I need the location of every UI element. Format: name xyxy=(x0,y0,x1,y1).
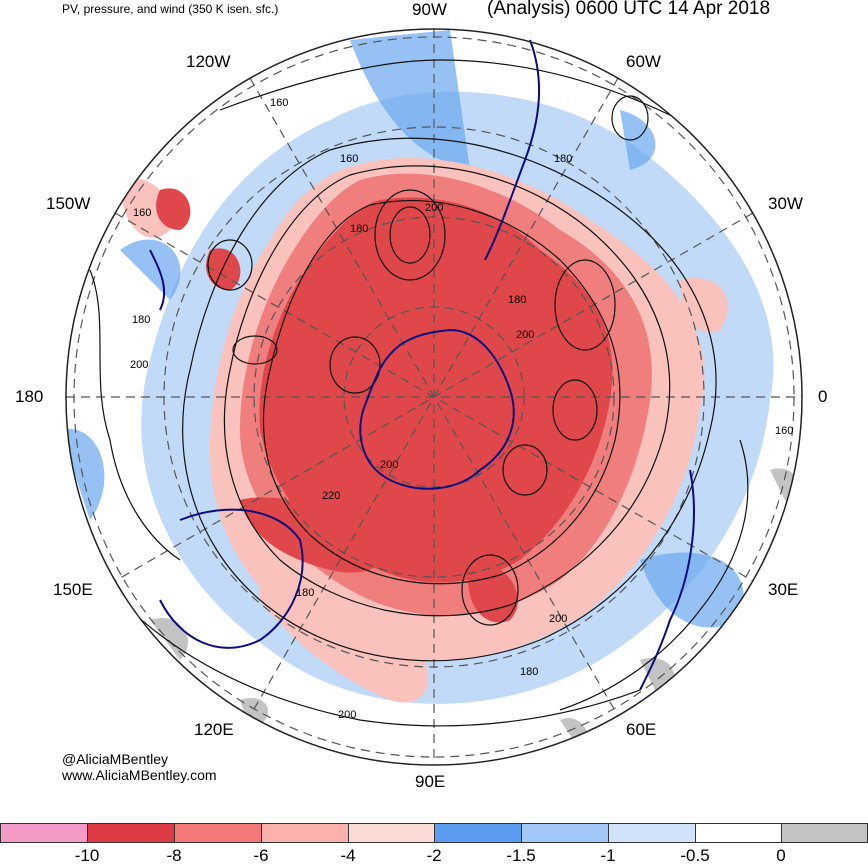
pv-weak-2 xyxy=(120,178,728,703)
map-time-title: (Analysis) 0600 UTC 14 Apr 2018 xyxy=(487,0,771,19)
colorbar-segment xyxy=(348,823,435,843)
colorbar-label: -2 xyxy=(426,846,442,865)
lon-label-upper-right: 30W xyxy=(768,194,803,213)
colorbar-segment xyxy=(608,823,696,843)
contour-label: 200 xyxy=(516,329,534,341)
colorbar-label: 0 xyxy=(776,846,786,865)
colorbar-segment xyxy=(695,823,782,843)
contour-label: 220 xyxy=(322,490,340,502)
contour-label: 180 xyxy=(508,294,526,306)
south-america-coast xyxy=(484,39,541,261)
antarctica-coast xyxy=(359,328,515,490)
lon-label-bottom: 90E xyxy=(415,772,446,791)
map-variable-title: PV, pressure, and wind (350 K isen. sfc.… xyxy=(62,2,279,16)
contour-label: 180 xyxy=(554,153,572,165)
australia-coast xyxy=(159,508,304,649)
contour-label: 200 xyxy=(338,709,356,721)
colorbar-segment xyxy=(781,823,868,843)
colorbar-segment xyxy=(0,823,88,843)
lon-label-lower-left: 150E xyxy=(53,580,93,599)
new-zealand-coast xyxy=(149,249,166,311)
colorbar-segment xyxy=(87,823,175,843)
contour-label: 180 xyxy=(520,666,538,678)
credit-handle: @AliciaMBentley xyxy=(62,751,169,767)
contour-label: 180 xyxy=(296,587,314,599)
contour-label: 160 xyxy=(270,97,288,109)
colorbar-label: -8 xyxy=(166,846,182,865)
colorbar-segment xyxy=(174,823,262,843)
contour-label: 180 xyxy=(132,314,150,326)
contour-label-layer: 160 160 160 160 180 180 180 180 180 180 … xyxy=(130,97,793,721)
colorbar-label: -1.5 xyxy=(506,846,536,865)
lon-label-lower-right: 30E xyxy=(768,580,799,599)
lon-label-upper-left: 150W xyxy=(46,194,91,213)
lon-label-top-left: 120W xyxy=(186,52,231,71)
colorbar: -10 -8 -6 -4 -2 -1.5 -1 -0.5 0 xyxy=(0,822,868,865)
contour-label: 180 xyxy=(350,223,368,235)
lon-label-top-right: 60W xyxy=(626,52,661,71)
africa-coast xyxy=(639,469,695,691)
colorbar-segment xyxy=(521,823,609,843)
pv-strong xyxy=(259,197,613,583)
credit-url: www.AliciaMBentley.com xyxy=(62,767,217,783)
contour-label: 160 xyxy=(775,425,793,437)
pressure-contours xyxy=(89,59,749,727)
contour-label: 160 xyxy=(340,153,358,165)
colorbar-segment xyxy=(434,823,522,843)
contour-label: 200 xyxy=(130,359,148,371)
pv-blue-band xyxy=(66,30,744,628)
lon-label-bottom-left: 120E xyxy=(194,720,234,739)
colorbar-label: -10 xyxy=(74,846,100,865)
colorbar-label: -6 xyxy=(253,846,269,865)
contour-label: 200 xyxy=(380,459,398,471)
lon-label-bottom-right: 60E xyxy=(626,720,657,739)
lon-label-top: 90W xyxy=(412,0,447,19)
map-border xyxy=(65,28,803,766)
lon-label-left: 180 xyxy=(15,387,44,406)
contour-label: 200 xyxy=(425,202,443,214)
graticule xyxy=(66,29,802,765)
colorbar-label: -4 xyxy=(340,846,356,865)
colorbar-segment xyxy=(261,823,349,843)
coastlines xyxy=(149,39,695,691)
colorbar-label: -1 xyxy=(600,846,616,865)
colorbar-label: -0.5 xyxy=(680,846,710,865)
lon-label-right: 0 xyxy=(818,387,828,406)
contour-label: 160 xyxy=(133,207,151,219)
contour-label: 200 xyxy=(549,613,567,625)
